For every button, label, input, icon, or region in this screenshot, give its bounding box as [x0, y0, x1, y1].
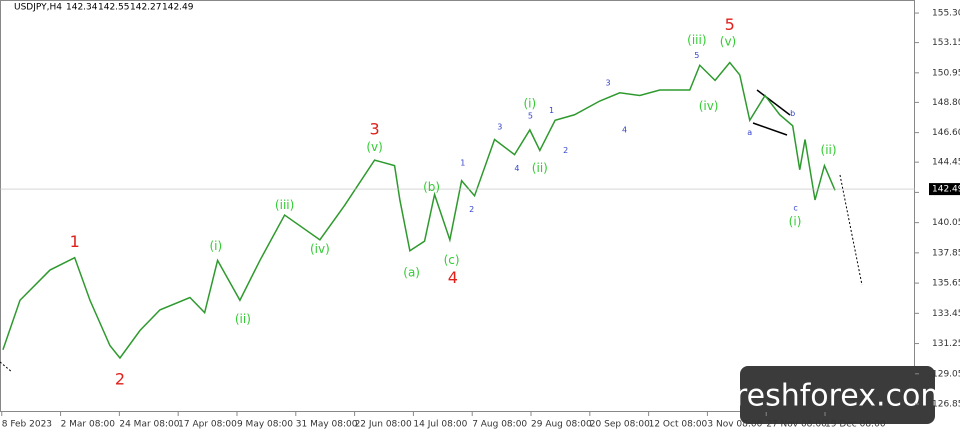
- last-price-label: 142.49: [932, 185, 960, 195]
- wave-label: 3: [605, 79, 610, 88]
- wave-label: 5: [694, 51, 699, 60]
- wave-label: 1: [70, 232, 80, 251]
- x-tick-label: 14 Jul 08:00: [413, 420, 467, 430]
- wave-label: 4: [448, 268, 458, 287]
- wave-label: (ii): [532, 161, 548, 175]
- last-price-box: [929, 183, 960, 196]
- y-tick-label: 133.45: [932, 309, 960, 319]
- x-tick-label: 29 Aug 08:00: [531, 420, 592, 430]
- wave-label: (v): [366, 140, 382, 154]
- x-tick-label: 8 Feb 2023: [2, 420, 52, 430]
- wave-label: (i): [209, 239, 222, 253]
- wave-label: 1: [460, 158, 465, 167]
- x-tick-label: 9 May 08:00: [237, 420, 293, 430]
- wave-label: 5: [725, 15, 735, 34]
- x-tick-label: 2 Mar 08:00: [61, 420, 116, 430]
- watermark: freshforex.com: [724, 379, 949, 414]
- y-tick-label: 131.25: [932, 339, 960, 349]
- x-tick-label: 27 Nov 08:00: [766, 420, 827, 430]
- ohlc-value: 142.49: [162, 3, 194, 13]
- triangle-lower: [752, 122, 788, 136]
- projection: [839, 174, 863, 286]
- y-tick-label: 153.15: [932, 38, 960, 48]
- plot-frame: [0, 0, 915, 412]
- wave-label: (a): [403, 265, 420, 279]
- wave-label: (i): [523, 96, 536, 110]
- y-tick-label: 126.85: [932, 400, 960, 410]
- y-tick-label: 129.05: [932, 369, 960, 379]
- wave-label: (ii): [821, 143, 837, 157]
- ohlc-value: 142.55: [98, 3, 130, 13]
- ohlc-value: 142.34: [66, 3, 98, 13]
- y-tick-label: 148.80: [932, 98, 960, 108]
- wave-label: (iv): [310, 242, 330, 256]
- wave-label: 2: [115, 369, 125, 388]
- y-tick-label: 137.85: [932, 248, 960, 258]
- watermark-box: [740, 366, 935, 424]
- x-tick-label: 19 Dec 08:00: [825, 420, 886, 430]
- wave-label: 4: [622, 125, 627, 134]
- y-tick-label: 140.05: [932, 218, 960, 228]
- y-tick-label: 144.45: [932, 158, 960, 168]
- wave-label: (iv): [699, 99, 719, 113]
- wave-label: (iii): [275, 198, 294, 212]
- wave-label: 2: [563, 146, 568, 155]
- y-tick-label: 150.95: [932, 68, 960, 78]
- x-tick-label: 24 Mar 08:00: [119, 420, 179, 430]
- wave-label: 5: [528, 112, 533, 121]
- price-line: [2, 61, 836, 360]
- wave-label: (iii): [687, 33, 706, 47]
- wave-label: (i): [789, 214, 802, 228]
- wave-label: 4: [514, 164, 519, 173]
- wave-label: 3: [497, 123, 502, 132]
- wave-label: 2: [469, 205, 474, 214]
- x-tick-label: 17 Apr 08:00: [178, 420, 237, 430]
- symbol-label: USDJPY,H4: [14, 3, 62, 13]
- x-tick-label: 3 Nov 08:00: [707, 420, 762, 430]
- x-tick-label: 22 Jun 08:00: [355, 420, 412, 430]
- y-tick-label: 135.65: [932, 279, 960, 289]
- wave-label: a: [747, 128, 752, 137]
- x-tick-label: 7 Aug 08:00: [472, 420, 527, 430]
- x-tick-label: 31 May 08:00: [296, 420, 358, 430]
- wave-label: c: [793, 204, 797, 213]
- y-tick-label: 146.60: [932, 128, 960, 138]
- x-tick-label: 20 Sep 08:00: [590, 420, 650, 430]
- triangle-upper: [756, 89, 791, 116]
- wave-label: (b): [423, 180, 440, 194]
- wave-label: b: [790, 109, 795, 118]
- ohlc-value: 142.27: [130, 3, 162, 13]
- wave-label: 3: [369, 119, 379, 138]
- wave-label: (c): [444, 253, 460, 267]
- axes: 155.30 153.15 150.95 148.80 146.60 144.45 142.…: [1, 9, 960, 430]
- wave-label: 1: [549, 106, 554, 115]
- y-tick-label: 155.30: [932, 9, 960, 19]
- projection-start: [0, 361, 13, 373]
- wave-label: (ii): [235, 312, 251, 326]
- wave-label: (v): [720, 34, 736, 48]
- x-tick-label: 12 Oct 08:00: [649, 420, 708, 430]
